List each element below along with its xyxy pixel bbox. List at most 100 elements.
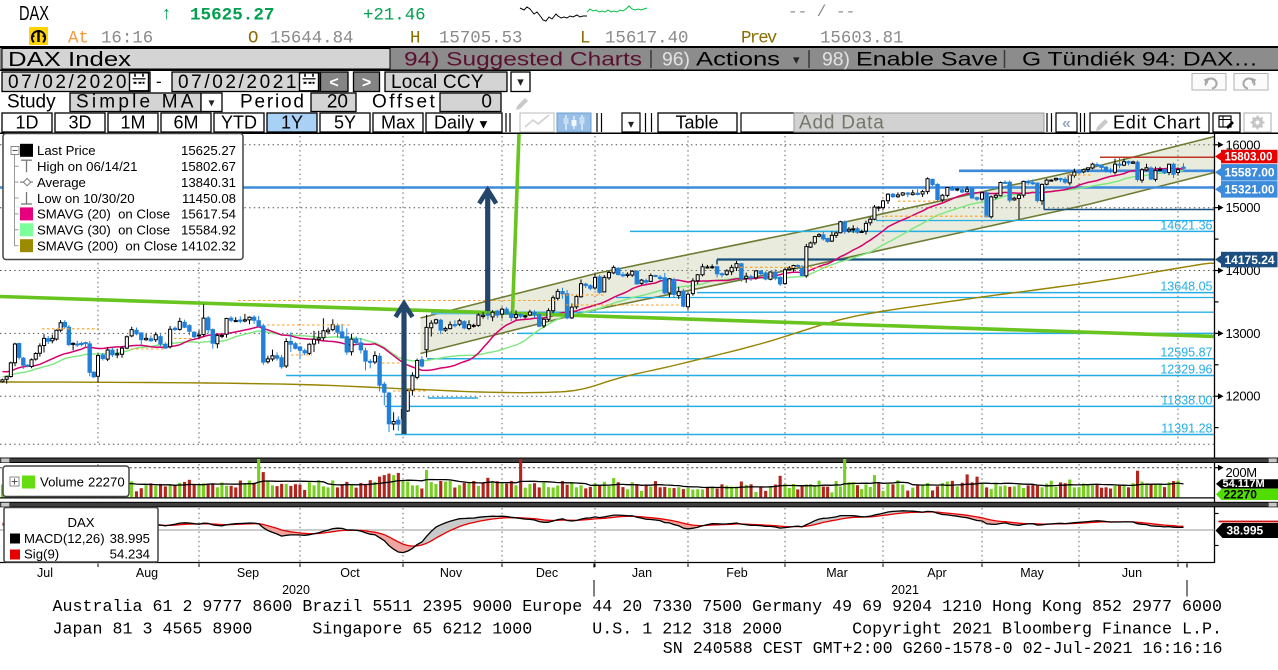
svg-text:Edit Chart: Edit Chart [1113,113,1201,133]
svg-text:0: 0 [481,92,492,113]
svg-text:+21.46: +21.46 [363,7,426,26]
svg-text:6M: 6M [173,113,198,133]
svg-text:14175.24: 14175.24 [1225,253,1275,267]
svg-text:▾: ▾ [517,74,524,89]
svg-text:▼: ▼ [477,117,490,132]
svg-text:15705.53: 15705.53 [439,30,523,49]
svg-text:5Y: 5Y [334,113,356,133]
svg-text:High on 06/14/21: High on 06/14/21 [37,159,137,174]
svg-text:15625.27: 15625.27 [181,143,236,158]
svg-text:22270: 22270 [1224,487,1258,501]
svg-text:Period: Period [240,92,306,113]
svg-text:L: L [580,30,590,49]
svg-text:38.995: 38.995 [110,531,150,546]
svg-text:15321.00: 15321.00 [1225,183,1275,197]
svg-text:Study: Study [7,92,56,113]
svg-text:Jan: Jan [632,566,652,580]
svg-text:Oct: Oct [340,566,360,580]
svg-text:G Tündiék 94: DAX…: G Tündiék 94: DAX… [1022,50,1258,71]
svg-text:96): 96) [662,50,690,71]
svg-text:Jun: Jun [1122,566,1142,580]
svg-text:15644.84: 15644.84 [270,30,354,49]
svg-text:98): 98) [822,50,850,71]
svg-text:54.234: 54.234 [110,547,150,562]
svg-text:15625.27: 15625.27 [190,6,274,26]
svg-text:15617.54: 15617.54 [181,207,236,222]
svg-text:O: O [248,30,258,49]
svg-text:Feb: Feb [726,566,748,580]
svg-text:38.995: 38.995 [1227,524,1264,538]
svg-text:Apr: Apr [927,566,946,580]
svg-text:1M: 1M [120,113,145,133]
svg-text:11838.00: 11838.00 [1161,393,1212,407]
svg-text:15603.81: 15603.81 [820,30,904,49]
svg-text:3D: 3D [68,113,91,133]
svg-text:1D: 1D [15,113,38,133]
svg-text:12329.96: 12329.96 [1160,363,1212,377]
svg-text:Mar: Mar [826,566,848,580]
svg-text:Last Price: Last Price [37,143,96,158]
svg-text:▾: ▾ [208,96,214,110]
svg-text:Volume: Volume [40,475,84,490]
svg-text:07/02/2021: 07/02/2021 [178,72,299,93]
svg-text:>: > [362,75,371,92]
svg-text:Japan 81 3 4565 8900 Sing: Japan 81 3 4565 8900 Singapore 65 6212 1… [53,621,1222,640]
svg-text:Australia 61 2 9777 8600 Brazi: Australia 61 2 9777 8600 Brazil 5511 239… [53,598,1222,617]
svg-text:12595.87: 12595.87 [1160,346,1212,360]
svg-text:DAX: DAX [19,3,49,25]
svg-text:16000: 16000 [1226,137,1261,152]
svg-text:Sig(9): Sig(9) [24,547,59,562]
svg-text:SMAVG (30) on Close: SMAVG (30) on Close [37,223,170,238]
svg-text:SMAVG (20) on Close: SMAVG (20) on Close [37,207,170,222]
svg-text:16:16: 16:16 [101,30,153,49]
svg-text:94) Suggested Charts: 94) Suggested Charts [404,50,642,71]
svg-text:14102.32: 14102.32 [181,239,236,254]
svg-text:13648.05: 13648.05 [1160,280,1212,294]
svg-text:15587.00: 15587.00 [1225,166,1275,180]
svg-text:Prev: Prev [741,30,777,49]
svg-text:Enable Save: Enable Save [856,50,998,71]
svg-text:11450.08: 11450.08 [182,191,236,206]
svg-text:H: H [410,30,420,49]
svg-text:12000: 12000 [1226,389,1261,404]
svg-text:15617.40: 15617.40 [605,30,689,49]
svg-text:Offset: Offset [372,92,437,113]
svg-text:SN 240588 CEST GMT+2:00 G260-1: SN 240588 CEST GMT+2:00 G260-1578-0 02-J… [663,640,1223,659]
svg-text:13000: 13000 [1226,326,1261,341]
svg-text:<: < [329,75,338,92]
svg-text:22270: 22270 [88,475,125,490]
svg-text:▾: ▾ [628,117,634,131]
svg-text:1Y: 1Y [281,113,303,133]
svg-text:2020: 2020 [282,583,310,597]
svg-text:Average: Average [37,175,86,190]
svg-text:MACD(12,26): MACD(12,26) [24,531,105,546]
svg-text:SMAVG (200) on Close: SMAVG (200) on Close [37,239,177,254]
svg-text:Add Data: Add Data [799,113,885,134]
svg-text:Dec: Dec [536,566,558,580]
svg-text:Sep: Sep [237,566,259,580]
svg-text:15803.00: 15803.00 [1225,152,1273,164]
svg-text:▾: ▾ [793,52,800,67]
svg-text:15584.92: 15584.92 [181,223,236,238]
svg-text:Local CCY: Local CCY [391,72,484,93]
svg-text:Max: Max [381,113,415,133]
svg-text:Table: Table [675,113,718,133]
svg-text:DAX Index: DAX Index [8,49,131,71]
svg-text:20: 20 [327,92,348,113]
svg-text:07/02/2020: 07/02/2020 [8,72,129,93]
svg-text:Jul: Jul [37,566,53,580]
svg-text:Aug: Aug [136,566,158,580]
svg-text:200M: 200M [1226,465,1257,480]
svg-text:Daily: Daily [434,113,474,133]
svg-text:↑: ↑ [162,3,171,23]
svg-text:May: May [1020,566,1044,580]
svg-text:At: At [68,30,89,49]
svg-text:2021: 2021 [891,583,919,597]
svg-text:Actions: Actions [696,50,780,71]
svg-text:«: « [1062,115,1071,132]
svg-text:15802.67: 15802.67 [181,159,236,174]
svg-text:YTD: YTD [221,113,257,133]
svg-text:Nov: Nov [440,566,463,580]
svg-text:DAX: DAX [67,515,94,530]
svg-text:Low on 10/30/20: Low on 10/30/20 [37,191,135,206]
